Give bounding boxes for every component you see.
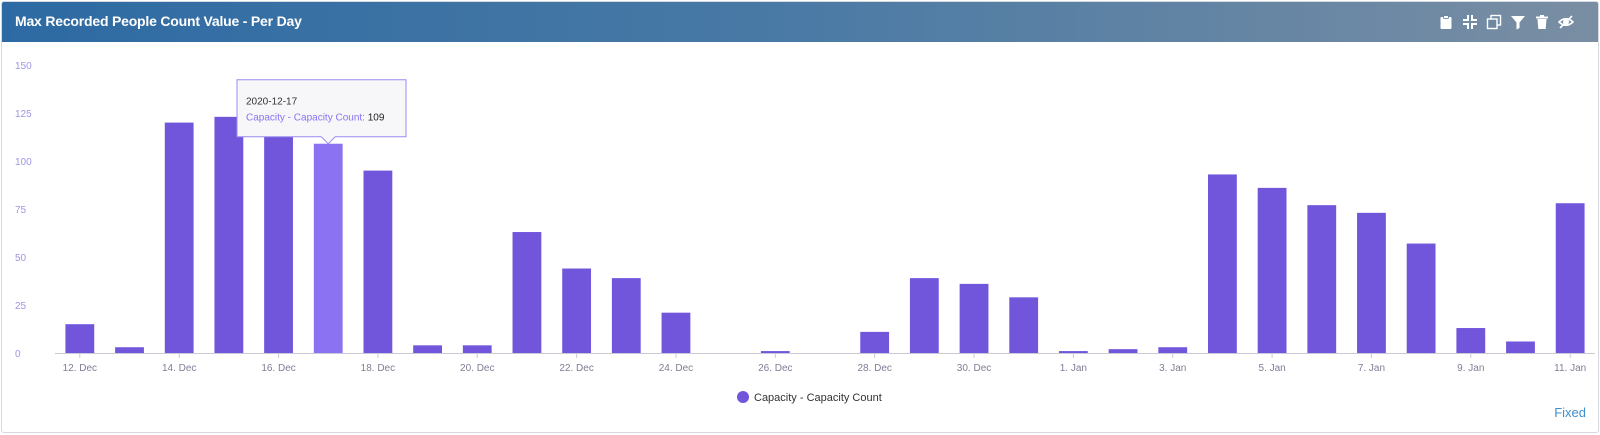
bar[interactable] — [959, 283, 989, 353]
x-tick-label: 9. Jan — [1457, 363, 1484, 374]
bar[interactable] — [909, 278, 939, 353]
x-tick-label: 24. Dec — [659, 363, 693, 374]
bar[interactable] — [1456, 328, 1486, 353]
fixed-link[interactable]: Fixed — [1554, 405, 1586, 420]
bar[interactable] — [661, 312, 691, 353]
bar[interactable] — [363, 170, 393, 353]
clipboard-icon[interactable] — [1438, 14, 1454, 30]
bar[interactable] — [1108, 349, 1138, 353]
y-tick-label: 100 — [15, 157, 32, 168]
bar[interactable] — [1257, 187, 1287, 353]
hide-icon[interactable] — [1558, 14, 1574, 30]
bar[interactable] — [1158, 347, 1188, 353]
bar[interactable] — [1406, 243, 1436, 353]
tooltip-box — [236, 79, 407, 145]
x-tick-label: 11. Jan — [1554, 363, 1586, 374]
x-tick-label: 16. Dec — [261, 363, 295, 374]
bar[interactable] — [1009, 297, 1039, 353]
bar[interactable] — [860, 331, 890, 353]
filter-icon[interactable] — [1510, 14, 1526, 30]
widget-title: Max Recorded People Count Value - Per Da… — [15, 13, 302, 29]
tooltip-series-label: Capacity - Capacity Count: 109 — [246, 113, 385, 124]
legend[interactable]: Capacity - Capacity Count — [737, 391, 882, 404]
legend-marker — [737, 391, 749, 403]
tooltip-date: 2020-12-17 — [246, 97, 298, 108]
collapse-icon[interactable] — [1462, 14, 1478, 30]
tooltip-value: 109 — [368, 113, 385, 124]
bar[interactable] — [1307, 205, 1337, 353]
bar[interactable] — [413, 345, 442, 353]
tooltip: 2020-12-17 Capacity - Capacity Count: 109 — [236, 79, 407, 145]
widget-toolbar — [1438, 13, 1574, 31]
x-tick-label: 7. Jan — [1358, 363, 1385, 374]
x-tick-label: 14. Dec — [162, 363, 196, 374]
bar[interactable] — [760, 351, 790, 353]
bar[interactable] — [512, 232, 542, 353]
x-tick-label: 30. Dec — [957, 363, 991, 374]
bar[interactable] — [1555, 203, 1585, 353]
bar[interactable] — [115, 347, 144, 353]
x-tick-label: 22. Dec — [559, 363, 593, 374]
x-tick-label: 1. Jan — [1060, 363, 1087, 374]
bar[interactable] — [65, 324, 95, 353]
x-tick-label: 26. Dec — [758, 363, 792, 374]
bar[interactable] — [1357, 212, 1386, 353]
bar[interactable] — [164, 122, 194, 353]
bar-chart: 0 25 50 75 100 125 150 12. Dec 14. Dec 16. Dec 18.… — [15, 61, 1595, 404]
x-tick-label: 5. Jan — [1258, 363, 1285, 374]
bar[interactable] — [313, 143, 343, 353]
y-tick-label: 75 — [15, 205, 27, 216]
x-tick-label: 3. Jan — [1159, 363, 1186, 374]
bar[interactable] — [562, 268, 592, 353]
y-tick-label: 25 — [15, 301, 27, 312]
y-tick-label: 150 — [15, 61, 32, 72]
y-tick-label: 125 — [15, 109, 32, 120]
bar[interactable] — [611, 278, 641, 353]
bar[interactable] — [264, 126, 293, 353]
x-tick-label: 28. Dec — [857, 363, 891, 374]
bar[interactable] — [1208, 174, 1237, 353]
legend-label: Capacity - Capacity Count — [754, 392, 882, 404]
y-tick-label: 50 — [15, 253, 27, 264]
trash-icon[interactable] — [1534, 14, 1550, 30]
copy-icon[interactable] — [1486, 14, 1502, 30]
bar[interactable] — [1506, 341, 1535, 353]
bar[interactable] — [462, 345, 492, 353]
x-tick-label: 18. Dec — [361, 363, 395, 374]
bar[interactable] — [214, 116, 244, 353]
bar[interactable] — [1058, 351, 1088, 353]
x-tick-label: 12. Dec — [63, 363, 97, 374]
x-tick-label: 20. Dec — [460, 363, 494, 374]
y-tick-label: 0 — [15, 349, 21, 360]
widget-header: Max Recorded People Count Value - Per Da… — [2, 2, 1598, 42]
